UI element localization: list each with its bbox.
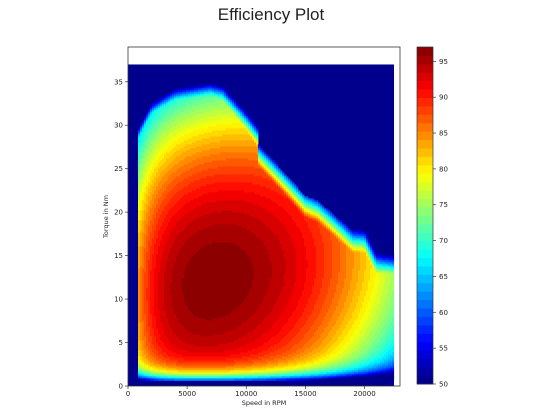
x-tick: 5000 bbox=[178, 386, 196, 398]
colorbar-level bbox=[417, 106, 433, 115]
colorbar-tick-label: 55 bbox=[439, 345, 448, 353]
colorbar-level bbox=[417, 249, 433, 258]
colorbar-tick-label: 70 bbox=[439, 237, 448, 245]
colorbar-level bbox=[417, 350, 433, 359]
colorbar-level bbox=[417, 157, 433, 166]
colorbar-tick-label: 90 bbox=[439, 94, 448, 102]
colorbar-level bbox=[417, 216, 433, 225]
colorbar-tick: 80 bbox=[433, 165, 448, 173]
colorbar-level bbox=[417, 317, 433, 326]
x-tick-label: 0 bbox=[126, 390, 130, 398]
y-tick: 10 bbox=[114, 296, 128, 304]
colorbar-level bbox=[417, 274, 433, 283]
colorbar-tick: 75 bbox=[433, 201, 448, 209]
colorbar-level bbox=[417, 266, 433, 275]
colorbar-level bbox=[417, 89, 433, 98]
y-tick-label: 15 bbox=[114, 252, 123, 260]
x-tick-label: 10000 bbox=[235, 390, 257, 398]
colorbar-level bbox=[417, 258, 433, 267]
colorbar-level bbox=[417, 342, 433, 351]
y-tick-label: 20 bbox=[114, 209, 123, 217]
colorbar-level bbox=[417, 72, 433, 81]
colorbar-level bbox=[417, 359, 433, 368]
colorbar-level bbox=[417, 131, 433, 140]
colorbar-tick-label: 80 bbox=[439, 165, 448, 173]
colorbar-level bbox=[417, 291, 433, 300]
x-tick: 10000 bbox=[235, 386, 257, 398]
y-tick-label: 5 bbox=[119, 339, 123, 347]
colorbar-level bbox=[417, 325, 433, 334]
colorbar-level bbox=[417, 333, 433, 342]
colorbar-level bbox=[417, 300, 433, 309]
colorbar-tick-label: 65 bbox=[439, 273, 448, 281]
x-tick-label: 5000 bbox=[178, 390, 196, 398]
colorbar-level bbox=[417, 140, 433, 149]
x-axis-label: Speed in RPM bbox=[242, 399, 286, 407]
colorbar-level bbox=[417, 283, 433, 292]
y-tick: 25 bbox=[114, 165, 128, 173]
colorbar-tick-label: 85 bbox=[439, 130, 448, 138]
x-axis: 0 5000 10000 15000 20000 bbox=[126, 386, 376, 398]
x-tick: 0 bbox=[126, 386, 130, 398]
colorbar-level bbox=[417, 376, 433, 385]
colorbar-level bbox=[417, 190, 433, 199]
colorbar-level bbox=[417, 207, 433, 216]
colorbar-tick: 70 bbox=[433, 237, 448, 245]
colorbar-tick: 85 bbox=[433, 130, 448, 138]
colorbar-level bbox=[417, 114, 433, 123]
efficiency-field bbox=[128, 64, 394, 386]
colorbar-tick-label: 95 bbox=[439, 58, 448, 66]
y-tick-label: 10 bbox=[114, 296, 123, 304]
y-tick: 5 bbox=[119, 339, 128, 347]
colorbar-tick: 90 bbox=[433, 94, 448, 102]
y-tick-label: 30 bbox=[114, 122, 123, 130]
colorbar-tick-label: 50 bbox=[439, 381, 448, 389]
colorbar-level bbox=[417, 64, 433, 73]
colorbar-level bbox=[417, 165, 433, 174]
colorbar-tick-label: 75 bbox=[439, 201, 448, 209]
colorbar-level bbox=[417, 148, 433, 157]
colorbar-tick: 55 bbox=[433, 345, 448, 353]
colorbar-level bbox=[417, 55, 433, 64]
y-axis: 0 5 10 15 20 25 30 35 bbox=[114, 78, 128, 390]
x-tick-label: 15000 bbox=[294, 390, 316, 398]
y-tick: 20 bbox=[114, 209, 128, 217]
x-tick-label: 20000 bbox=[353, 390, 375, 398]
colorbar-level bbox=[417, 98, 433, 107]
colorbar-level bbox=[417, 232, 433, 241]
colorbar-level bbox=[417, 47, 433, 56]
y-tick: 35 bbox=[114, 78, 128, 86]
y-tick-label: 35 bbox=[114, 78, 123, 86]
colorbar-tick: 95 bbox=[433, 58, 448, 66]
x-tick: 15000 bbox=[294, 386, 316, 398]
colorbar-level bbox=[417, 199, 433, 208]
colorbar-level bbox=[417, 173, 433, 182]
y-tick: 15 bbox=[114, 252, 128, 260]
colorbar-level bbox=[417, 81, 433, 90]
colorbar-level bbox=[417, 241, 433, 250]
colorbar-tick: 65 bbox=[433, 273, 448, 281]
y-tick: 30 bbox=[114, 122, 128, 130]
y-axis-label: Torque in Nm bbox=[102, 195, 110, 239]
colorbar-level bbox=[417, 367, 433, 376]
colorbar-tick: 50 bbox=[433, 381, 448, 389]
colorbar: 50 55 60 65 70 75 80 85 90 95 bbox=[417, 47, 448, 389]
colorbar-level bbox=[417, 182, 433, 191]
colorbar-level bbox=[417, 224, 433, 233]
colorbar-tick-label: 60 bbox=[439, 309, 448, 317]
colorbar-level bbox=[417, 308, 433, 317]
x-tick: 20000 bbox=[353, 386, 375, 398]
y-tick-label: 25 bbox=[114, 165, 123, 173]
colorbar-tick: 60 bbox=[433, 309, 448, 317]
colorbar-level bbox=[417, 123, 433, 132]
y-tick-label: 0 bbox=[119, 383, 123, 391]
plot-area bbox=[128, 47, 400, 386]
